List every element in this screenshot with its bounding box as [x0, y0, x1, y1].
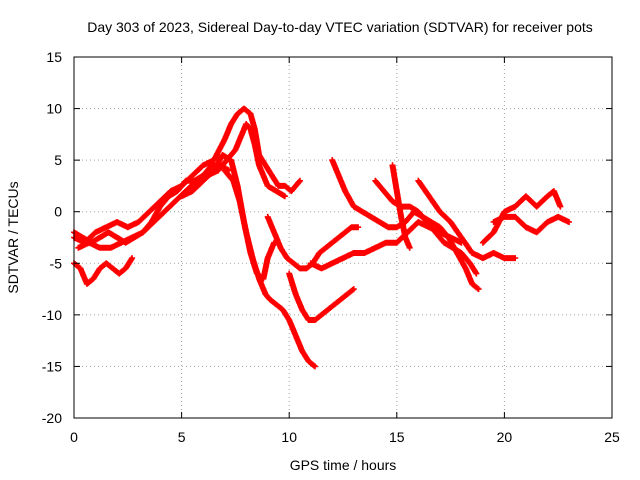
- y-tick-label: -15: [42, 358, 62, 374]
- x-tick-label: 5: [178, 429, 186, 445]
- y-tick-label: 15: [46, 49, 62, 65]
- series-track-10: [389, 162, 413, 251]
- y-tick-label: 0: [54, 204, 62, 220]
- x-tick-label: 15: [389, 429, 405, 445]
- y-tick-label: -5: [50, 255, 63, 271]
- x-tick-label: 10: [281, 429, 297, 445]
- series-track-6: [286, 270, 357, 323]
- axis-ticks: 0 5 10 15 20 25 -20 -15 -10 -5 0 5 10 15: [42, 49, 620, 445]
- x-axis-label: GPS time / hours: [290, 457, 397, 473]
- series-track-11: [415, 177, 519, 262]
- y-tick-label: 10: [46, 101, 62, 117]
- grid-lines: [74, 57, 612, 418]
- y-tick-label: 5: [54, 152, 62, 168]
- x-tick-label: 0: [70, 429, 78, 445]
- chart-title: Day 303 of 2023, Sidereal Day-to-day VTE…: [87, 19, 593, 35]
- series-track-13: [479, 188, 564, 246]
- series-markers: [389, 162, 413, 251]
- series-markers: [415, 177, 519, 262]
- y-tick-label: -10: [42, 307, 62, 323]
- plot-frame: [73, 56, 613, 419]
- y-tick-label: -20: [42, 410, 62, 426]
- y-axis-label: SDTVAR / TECUs: [5, 181, 21, 293]
- series-track-14: [71, 255, 136, 287]
- x-tick-label: 20: [497, 429, 513, 445]
- series-markers: [286, 270, 357, 323]
- series-markers: [71, 255, 136, 287]
- x-tick-label: 25: [604, 429, 620, 445]
- data-series: [71, 105, 572, 370]
- series-markers: [479, 188, 564, 246]
